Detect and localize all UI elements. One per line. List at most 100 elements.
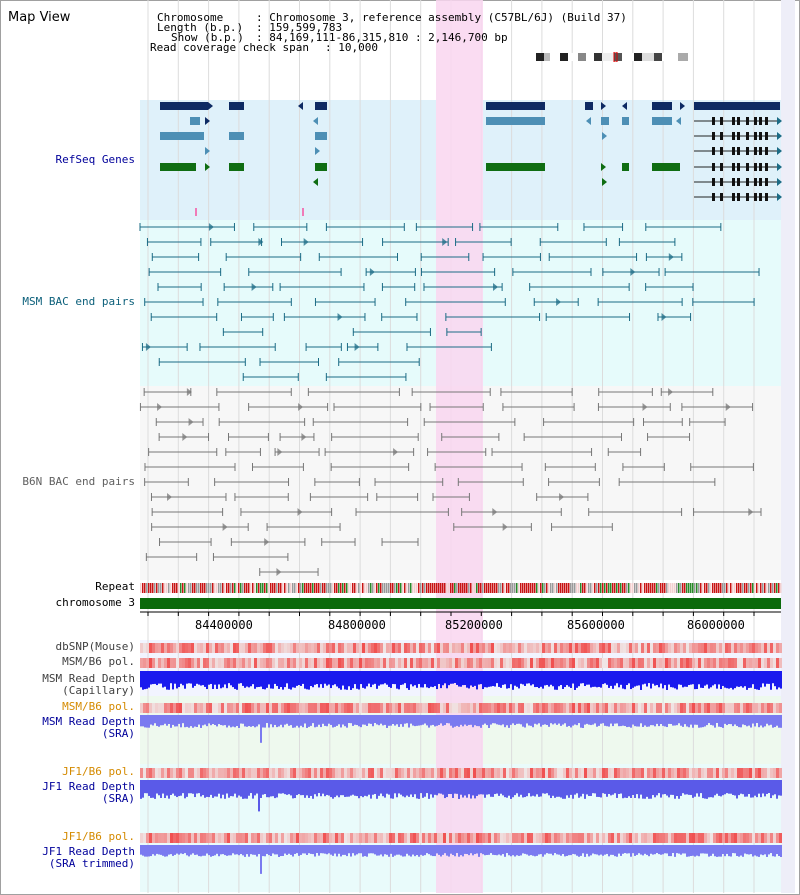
- dbsnp-cell: [734, 643, 737, 653]
- repeat-element: [560, 583, 562, 593]
- jf1-depth-trimmed-bar: [700, 845, 702, 854]
- repeat-element: [576, 583, 578, 593]
- jf1-b6-pol-cell: [386, 768, 389, 778]
- dbsnp-cell: [410, 643, 413, 653]
- msm-b6-pol-sra-cell: [578, 703, 581, 713]
- msm-depth-capillary-bar: [282, 671, 284, 690]
- msm-b6-pol-cell: [704, 658, 707, 668]
- msm-b6-pol-sra-cell: [608, 703, 611, 713]
- chromosome-ideogram[interactable]: [530, 52, 688, 62]
- msm-depth-capillary-bar: [272, 671, 274, 689]
- msm-b6-pol-cell: [599, 658, 602, 668]
- msm-depth-capillary-bar: [776, 671, 778, 690]
- jf1-depth-sra-bar: [506, 780, 508, 798]
- msm-depth-capillary-bar: [404, 671, 406, 684]
- msm-depth-sra-bar: [530, 715, 532, 726]
- jf1-b6-pol-trim-cell: [536, 833, 539, 843]
- jf1-b6-pol-trim-cell: [302, 833, 305, 843]
- ideogram-band: [544, 53, 550, 61]
- msm-b6-pol-sra-cell: [269, 703, 272, 713]
- gene-exon: [759, 132, 762, 140]
- jf1-depth-trimmed-bar: [430, 845, 432, 856]
- jf1-depth-trimmed-bar: [678, 845, 680, 854]
- msm-b6-pol-cell: [629, 658, 632, 668]
- msm-depth-capillary-bar: [602, 671, 604, 685]
- repeat-element: [306, 583, 308, 593]
- jf1-depth-trimmed-bar: [350, 845, 352, 857]
- msm-b6-pol-cell: [230, 658, 233, 668]
- jf1-depth-sra-bar: [402, 780, 404, 797]
- msm-depth-sra-bar: [262, 715, 264, 728]
- msm-depth-sra-bar: [430, 715, 432, 726]
- msm-depth-sra-bar: [706, 715, 708, 726]
- jf1-depth-trimmed-bar: [500, 845, 502, 856]
- jf1-depth-sra-bar: [202, 780, 204, 796]
- msm-depth-sra-bar: [406, 715, 408, 724]
- msm-depth-capillary-bar: [374, 671, 376, 684]
- msm-b6-pol-cell: [542, 658, 545, 668]
- jf1-depth-sra-bar: [570, 780, 572, 795]
- msm-b6-pol-cell: [242, 658, 245, 668]
- jf1-depth-trimmed-bar: [750, 845, 752, 855]
- gene-strand-arrow: [777, 117, 782, 125]
- jf1-depth-trimmed-bar: [346, 845, 348, 857]
- msm-b6-pol-sra-cell: [287, 703, 290, 713]
- msm-depth-capillary-bar: [450, 671, 452, 684]
- gene-exon: [759, 178, 762, 186]
- msm-b6-pol-sra-cell: [629, 703, 632, 713]
- msm-depth-capillary-bar: [534, 671, 536, 688]
- msm-b6-pol-cell: [548, 658, 551, 668]
- jf1-depth-trimmed-bar: [516, 845, 518, 856]
- msm-depth-sra-bar: [514, 715, 516, 726]
- gene-exon: [486, 102, 545, 110]
- msm-depth-capillary-bar: [512, 671, 514, 690]
- msm-depth-capillary-bar: [386, 671, 388, 685]
- msm-depth-sra-bar: [680, 715, 682, 726]
- msm-depth-capillary-bar: [454, 671, 456, 684]
- dbsnp-cell: [437, 643, 440, 653]
- jf1-b6-pol-cell: [251, 768, 254, 778]
- repeat-element: [624, 583, 626, 593]
- jf1-b6-pol-cell: [377, 768, 380, 778]
- msm-b6-pol-sra-cell: [242, 703, 245, 713]
- jf1-depth-sra-bar: [410, 780, 412, 795]
- msm-depth-capillary-bar: [470, 671, 472, 686]
- repeat-element: [320, 583, 322, 593]
- repeat-element: [276, 583, 278, 593]
- msm-b6-pol-cell: [719, 658, 722, 668]
- msm-depth-sra-bar: [228, 715, 230, 726]
- dbsnp-cell: [413, 643, 416, 653]
- msm-depth-sra-bar: [496, 715, 498, 725]
- msm-depth-sra-bar: [282, 715, 284, 728]
- msm-depth-capillary-bar: [630, 671, 632, 690]
- dbsnp-cell: [275, 643, 278, 653]
- msm-depth-sra-bar: [470, 715, 472, 725]
- repeat-element: [438, 583, 440, 593]
- jf1-depth-sra-bar: [662, 780, 664, 795]
- dbsnp-cell: [668, 643, 671, 653]
- msm-b6-pol-sra-cell: [299, 703, 302, 713]
- jf1-depth-trimmed-bar: [140, 845, 142, 855]
- msm-b6-pol-sra-cell: [431, 703, 434, 713]
- jf1-b6-pol-cell: [725, 768, 728, 778]
- msm-depth-capillary-bar: [712, 671, 714, 686]
- jf1-b6-pol-cell: [578, 768, 581, 778]
- jf1-b6-pol-cell: [431, 768, 434, 778]
- dbsnp-cell: [269, 643, 272, 653]
- repeat-element: [180, 583, 182, 593]
- msm-depth-capillary-bar: [168, 671, 170, 690]
- msm-depth-capillary-bar: [728, 671, 730, 689]
- jf1-depth-sra-bar: [728, 780, 730, 794]
- jf1-depth-sra-bar: [492, 780, 494, 797]
- ideogram-band: [602, 53, 614, 61]
- jf1-depth-sra-bar: [294, 780, 296, 799]
- jf1-b6-pol-trim-cell: [719, 833, 722, 843]
- jf1-b6-pol-trim-cell: [158, 833, 161, 843]
- msm-b6-pol-cell: [686, 658, 689, 668]
- msm-depth-capillary-bar: [162, 671, 164, 688]
- msm-depth-capillary-bar: [638, 671, 640, 686]
- jf1-depth-trimmed-bar: [522, 845, 524, 854]
- msm-b6-pol-cell: [647, 658, 650, 668]
- track-label-repeat: Repeat: [95, 580, 135, 593]
